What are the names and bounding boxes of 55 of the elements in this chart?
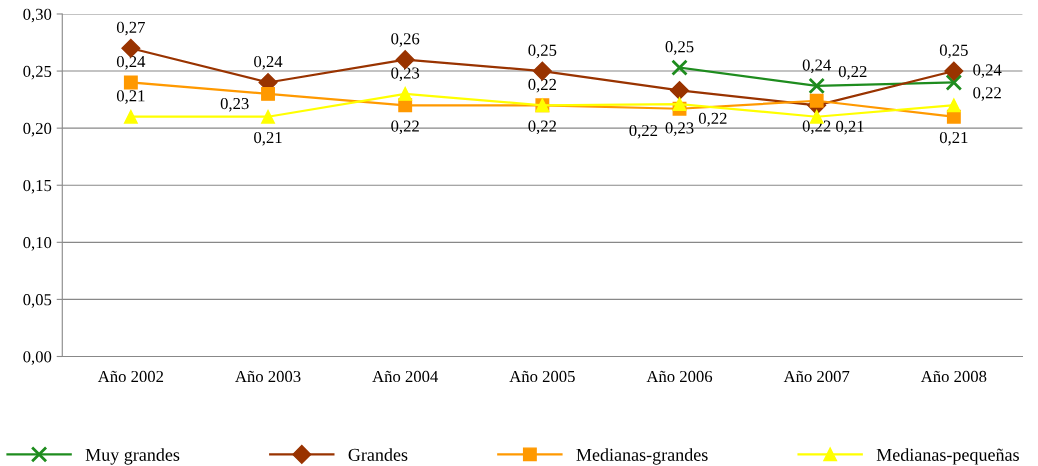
point xyxy=(809,93,824,108)
data-label: 0,22 xyxy=(528,120,557,135)
data-label: 0,23 xyxy=(220,97,249,112)
data-label: 0,24 xyxy=(254,55,283,70)
y-tick-label: 0,30 xyxy=(23,8,52,23)
data-label: 0,22 xyxy=(528,78,557,93)
point xyxy=(671,59,688,76)
point xyxy=(121,38,141,58)
y-tick-label: 0,15 xyxy=(23,179,52,194)
data-label: 0,26 xyxy=(391,33,420,47)
legend-label: Medianas-pequeñas xyxy=(876,448,1019,465)
y-tick-label: 0,25 xyxy=(23,65,52,80)
data-label: 0,24 xyxy=(973,64,1002,78)
point xyxy=(944,61,964,81)
data-label: 0,23 xyxy=(391,67,420,82)
point xyxy=(261,86,275,101)
point xyxy=(398,86,413,101)
data-label: 0,24 xyxy=(802,59,832,74)
legend-label: Muy grandes xyxy=(85,448,180,465)
x-tick-label: Año 2005 xyxy=(509,370,575,383)
point xyxy=(672,97,687,112)
x-tick-label: Año 2004 xyxy=(372,370,439,383)
legend-label: Medianas-grandes xyxy=(576,448,708,465)
data-label: 0,24 xyxy=(116,55,146,70)
data-label: 0,21 xyxy=(254,131,282,146)
data-label: 0,22 xyxy=(629,124,658,139)
data-label: 0,25 xyxy=(665,41,694,55)
point xyxy=(808,77,826,95)
data-label: 0,27 xyxy=(116,21,145,36)
legend-label: Grandes xyxy=(348,448,408,461)
point xyxy=(945,74,963,91)
data-label: 0,22 xyxy=(698,112,727,127)
x-tick-label: Año 2002 xyxy=(97,370,164,383)
data-label: 0,25 xyxy=(528,44,557,59)
data-label: 0,21 xyxy=(939,131,968,146)
point xyxy=(261,109,275,124)
point xyxy=(669,80,690,101)
point xyxy=(123,109,138,124)
data-label: 0,22 xyxy=(838,65,867,80)
point xyxy=(123,75,138,90)
x-tick-label: Año 2006 xyxy=(646,370,713,383)
data-label: 0,21 xyxy=(116,90,145,104)
data-label: 0,25 xyxy=(939,44,968,59)
x-tick-label: Año 2007 xyxy=(783,370,850,383)
point xyxy=(946,98,961,113)
y-tick-label: 0,05 xyxy=(23,294,52,308)
data-label: 0,21 xyxy=(836,120,864,135)
y-tick-label: 0,00 xyxy=(23,351,52,365)
data-label: 0,22 xyxy=(391,120,419,135)
data-label: 0,23 xyxy=(665,122,694,136)
x-tick-label: Año 2003 xyxy=(235,370,301,383)
y-tick-label: 0,20 xyxy=(23,122,52,137)
x-tick-label: Año 2008 xyxy=(920,370,987,383)
y-tick-label: 0,10 xyxy=(23,237,52,251)
data-label: 0,22 xyxy=(973,87,1001,101)
